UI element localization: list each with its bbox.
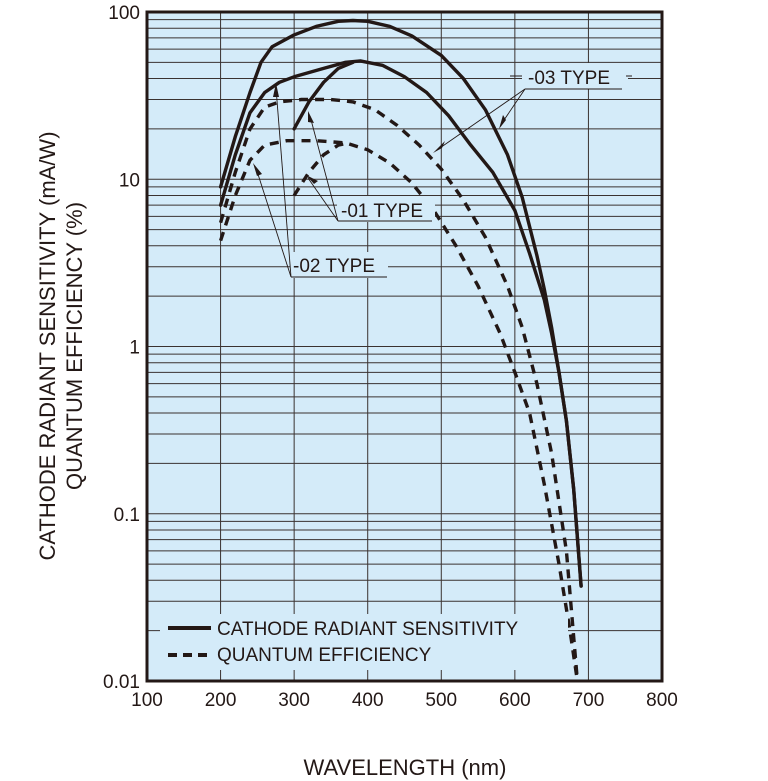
anno-03-type: -03 TYPE <box>528 68 610 89</box>
anno-02-arrow-line <box>275 87 292 278</box>
series-layer <box>218 18 583 682</box>
y-tick-label: 0.1 <box>114 505 140 526</box>
y-tick-label: 0.01 <box>103 672 140 693</box>
anno-02-arrow-line <box>255 167 292 278</box>
legend-label-quantum-efficiency: QUANTUM EFFICIENCY <box>217 645 432 666</box>
series-line-qe-3 <box>218 97 580 682</box>
anno-01-bg <box>337 196 435 222</box>
anno-01-arrow-line <box>309 115 339 222</box>
anno-01-arrow-line <box>307 177 339 222</box>
anno-02-type: -02 TYPE <box>293 256 375 277</box>
anno-03-bg <box>522 63 628 89</box>
x-tick-label: 400 <box>352 690 384 711</box>
x-tick-label: 800 <box>646 690 678 711</box>
anno-03-arrow-line <box>436 88 526 151</box>
y-tick-label: 1 <box>129 338 140 359</box>
anno-02-bg <box>290 252 388 278</box>
legend-label-radiant-sensitivity: CATHODE RADIANT SENSITIVITY <box>217 619 519 640</box>
anno-01-type: -01 TYPE <box>341 201 423 222</box>
arrowhead-icon <box>253 163 262 176</box>
x-tick-label: 600 <box>499 690 531 711</box>
y-axis-title-line1: CATHODE RADIANT SENSITIVITY (mA/W) <box>35 131 60 560</box>
legend-bg <box>160 614 568 670</box>
x-tick-label: 500 <box>425 690 457 711</box>
x-axis-title: WAVELENGTH (nm) <box>304 755 507 780</box>
x-tick-label: 100 <box>131 690 163 711</box>
tick-labels: 100 200 300 400 500 600 700 800 0.01 0.1 1 10 100 <box>103 3 678 711</box>
arrowhead-icon <box>306 175 318 184</box>
arrowhead-icon <box>433 141 445 153</box>
y-tick-label: 100 <box>108 3 140 24</box>
annotations: -03 TYPE -01 TYPE -02 TYPE <box>253 63 632 278</box>
plot-frame <box>145 10 664 683</box>
anno-03-arrow-line <box>501 88 526 124</box>
series-line-sensitivity-2 <box>292 60 355 131</box>
arrowhead-icon <box>308 111 314 123</box>
series-line-sensitivity-1 <box>218 59 583 588</box>
arrowhead-icon <box>499 115 506 129</box>
arrowhead-icon <box>273 83 279 97</box>
x-tick-label: 200 <box>205 690 237 711</box>
y-tick-label: 10 <box>119 170 140 191</box>
y-axis-title-line2: QUANTUM EFFICIENCY (%) <box>62 202 87 490</box>
x-tick-label: 700 <box>573 690 605 711</box>
x-tick-label: 300 <box>278 690 310 711</box>
legend: CATHODE RADIANT SENSITIVITY QUANTUM EFFI… <box>160 614 568 670</box>
series-line-qe-5 <box>292 141 350 197</box>
